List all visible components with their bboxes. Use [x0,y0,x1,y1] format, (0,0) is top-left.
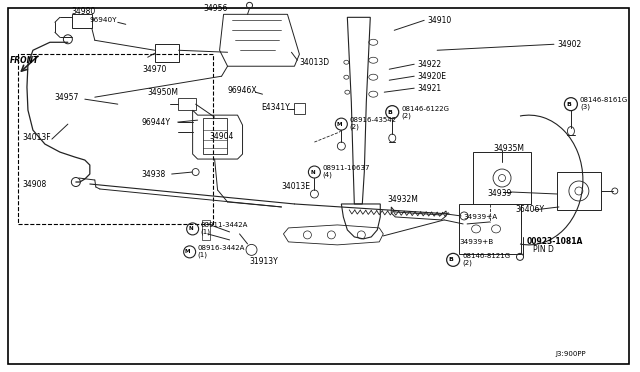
Bar [557,172,601,210]
Bar [18,54,212,224]
Bar [72,15,92,28]
Text: 34957: 34957 [55,93,79,102]
Text: B: B [566,102,572,107]
Text: 36406Y: 36406Y [515,205,544,214]
Text: 34939+A: 34939+A [463,214,497,220]
Bar [202,220,209,240]
Text: 00923-1081A: 00923-1081A [527,237,584,246]
Text: 08146-6122G: 08146-6122G [401,106,449,112]
Text: B: B [449,257,454,262]
Bar [203,118,227,154]
Bar [155,44,179,62]
Text: 34908: 34908 [22,180,46,189]
Text: 34950M: 34950M [148,88,179,97]
Text: 96944Y: 96944Y [141,118,171,126]
Text: 34956: 34956 [204,4,228,13]
Text: 34922: 34922 [417,60,442,69]
Text: FRONT: FRONT [10,56,40,65]
Text: E4341Y: E4341Y [262,103,291,112]
Text: (2): (2) [349,124,359,130]
Text: (2): (2) [462,260,472,266]
Text: 34013F: 34013F [22,132,51,142]
Text: N: N [188,227,193,231]
Text: B: B [388,110,393,115]
Text: (4): (4) [323,172,332,178]
Text: M: M [337,122,342,126]
Bar [459,204,521,254]
Text: 34904: 34904 [209,132,234,141]
Text: (3): (3) [580,104,590,110]
Text: 34920E: 34920E [417,72,446,81]
Text: N: N [310,170,315,174]
Text: 34980: 34980 [72,7,96,16]
Text: PIN D: PIN D [533,246,554,254]
Text: 08916-43542: 08916-43542 [349,117,396,123]
Text: (2): (2) [401,113,411,119]
Text: 96940Y: 96940Y [90,17,117,23]
Text: 34939: 34939 [487,189,511,199]
Text: 08146-8161G: 08146-8161G [580,97,628,103]
Text: 96946X: 96946X [228,86,257,95]
Text: 34921: 34921 [417,84,442,93]
Text: 08146-8121G: 08146-8121G [462,253,510,259]
Text: 34938: 34938 [141,170,166,179]
Text: (1): (1) [198,251,207,258]
Bar [294,103,305,114]
Bar [473,152,531,204]
Text: 31913Y: 31913Y [250,257,278,266]
Text: (1): (1) [200,229,211,235]
Text: 34935M: 34935M [493,144,524,153]
Text: 08916-3442A: 08916-3442A [198,245,245,251]
Text: 34932M: 34932M [387,195,418,205]
Text: 34013E: 34013E [282,183,310,192]
Text: 34939+B: 34939+B [459,239,493,245]
Text: J3:900PP: J3:900PP [556,351,586,357]
Text: 34970: 34970 [143,65,167,74]
Text: 34902: 34902 [557,40,581,49]
Text: 34910: 34910 [427,16,451,25]
Text: 08911-10637: 08911-10637 [323,165,370,171]
Text: 08911-3442A: 08911-3442A [200,222,248,228]
Bar [178,98,196,110]
Text: 34013D: 34013D [300,58,330,67]
Text: M: M [185,249,190,254]
